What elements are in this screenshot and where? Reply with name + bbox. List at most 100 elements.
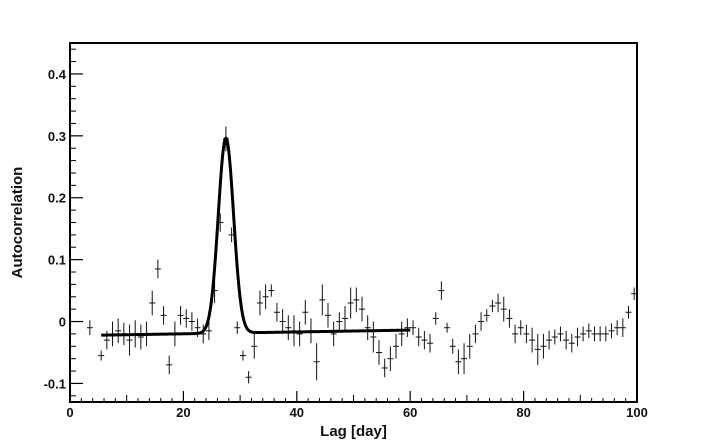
data-point (602, 326, 609, 342)
y-tick-label: 0 (59, 315, 66, 330)
x-tick-label: 20 (176, 405, 190, 420)
data-point (625, 306, 632, 319)
data-point (580, 326, 587, 342)
data-point (234, 321, 241, 334)
y-axis-title: Autocorrelation (9, 167, 26, 279)
data-point (466, 333, 473, 359)
data-point (415, 327, 422, 347)
data-point (478, 312, 485, 331)
data-point (296, 321, 303, 347)
data-point (483, 309, 490, 322)
data-point (381, 358, 388, 378)
data-point (410, 320, 417, 336)
data-point (137, 324, 144, 350)
data-point (313, 343, 320, 381)
data-point (540, 333, 547, 359)
data-point (251, 333, 258, 359)
data-point (262, 284, 269, 310)
data-point (341, 306, 348, 331)
data-point (523, 324, 530, 344)
data-point (461, 343, 468, 375)
data-point (188, 312, 195, 331)
data-point (364, 315, 371, 341)
data-point (285, 315, 292, 341)
data-point (534, 333, 541, 365)
data-point (472, 324, 479, 344)
data-point (574, 327, 581, 347)
data-point (432, 312, 439, 325)
y-tick-label: 0.3 (48, 129, 66, 144)
y-tick-label: 0.1 (48, 253, 66, 268)
data-point (154, 259, 161, 279)
data-point (517, 320, 524, 336)
x-axis: 0 20 40 60 80 100 (66, 391, 648, 420)
data-point (619, 318, 626, 338)
data-point (495, 293, 502, 313)
data-point (336, 312, 343, 331)
data-point (597, 326, 604, 342)
data-point (347, 287, 354, 319)
data-point (529, 327, 536, 353)
data-point (319, 284, 326, 316)
data-point (86, 320, 93, 336)
data-point (324, 302, 331, 328)
data-point (585, 323, 592, 339)
data-point (557, 326, 564, 342)
data-point (279, 309, 286, 334)
data-point (568, 333, 575, 353)
fit-curve (101, 136, 411, 337)
y-tick-label: -0.1 (44, 376, 66, 391)
data-point (268, 284, 275, 297)
data-point (376, 340, 383, 365)
data-point (398, 321, 405, 347)
y-tick-label: 0.2 (48, 191, 66, 206)
x-tick-label: 40 (290, 405, 304, 420)
data-point (551, 329, 558, 345)
data-point (500, 296, 507, 322)
data-point (273, 302, 280, 322)
data-point (353, 287, 360, 313)
x-axis-title: Lag [day] (320, 423, 387, 440)
data-point (98, 350, 105, 361)
data-point (166, 355, 173, 375)
data-point (370, 321, 377, 353)
data-point (387, 346, 394, 372)
data-point (149, 290, 156, 316)
y-tick-label: 0.4 (48, 67, 67, 82)
data-point (183, 309, 190, 328)
data-point (160, 306, 167, 325)
data-point (115, 318, 122, 344)
data-point (330, 321, 337, 347)
data-point (245, 371, 252, 384)
data-point (512, 324, 519, 344)
x-tick-label: 80 (516, 405, 530, 420)
x-tick-label: 60 (403, 405, 417, 420)
y-axis: -0.1 0 0.1 0.2 0.3 0.4 (44, 48, 83, 397)
data-point (239, 350, 246, 361)
data-point (256, 290, 263, 316)
data-point (427, 333, 434, 353)
x-tick-label: 0 (66, 405, 73, 420)
data-point (489, 299, 496, 313)
data-points-layer (86, 126, 638, 384)
data-point (302, 299, 309, 325)
data-point (438, 281, 445, 300)
data-point (455, 349, 462, 375)
data-point (608, 323, 615, 339)
data-point (449, 338, 456, 354)
x-tick-label: 100 (626, 405, 648, 420)
data-point (359, 296, 366, 322)
data-point (546, 330, 553, 350)
data-point (393, 333, 400, 359)
data-point (563, 330, 570, 350)
data-point (421, 330, 428, 350)
data-point (444, 322, 451, 333)
data-point (591, 326, 598, 342)
data-point (404, 318, 411, 338)
data-point (177, 306, 184, 325)
data-point (126, 324, 133, 356)
data-point (205, 321, 212, 341)
data-point (614, 320, 621, 336)
